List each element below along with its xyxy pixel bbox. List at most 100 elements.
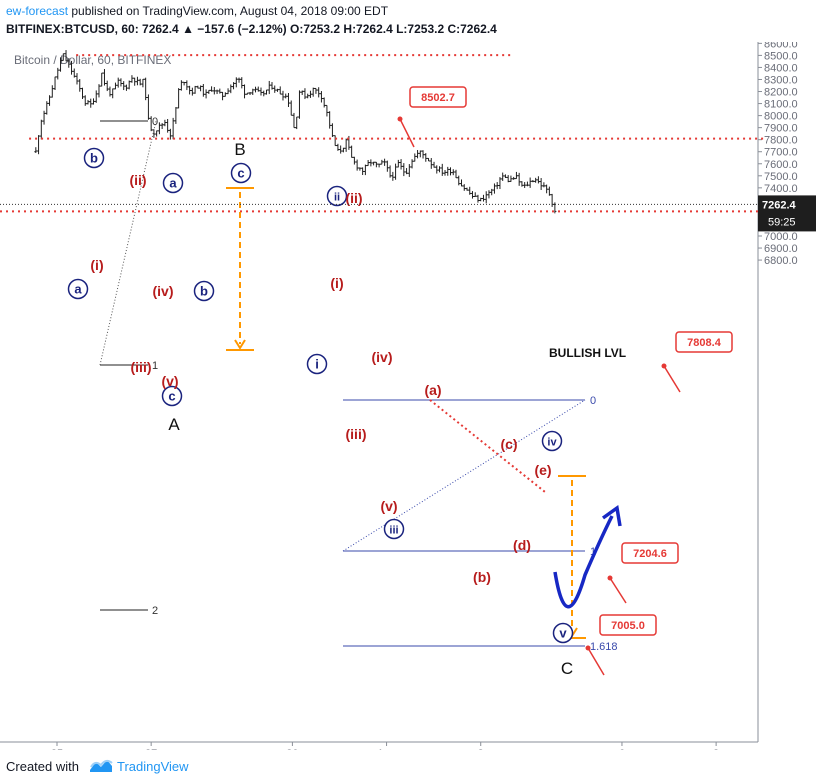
- wave-circle: [383, 518, 405, 540]
- level-callout-dot: [397, 116, 403, 122]
- level-callout-box[interactable]: [409, 86, 467, 108]
- wave-circle: [162, 172, 184, 194]
- symbol-info: BITFINEX:BTCUSD, 60: 7262.4 ▲ −157.6 (−2…: [6, 22, 497, 36]
- price-change: 7262.4 ▲ −157.6 (−2.12%): [142, 22, 287, 36]
- wave-circle-label: iii: [389, 525, 398, 537]
- wave-label-red: (iii): [346, 426, 367, 442]
- wave-label-red: (e): [534, 462, 551, 478]
- y-tick-label: 8000.0: [764, 111, 798, 123]
- chart-title: Bitcoin / Dollar, 60, BITFINEX: [14, 53, 171, 67]
- wave-label-A: A: [168, 415, 180, 434]
- y-tick-label: 7600.0: [764, 159, 798, 171]
- y-tick-label: 6800.0: [764, 255, 798, 267]
- wave-circle-label: b: [200, 284, 208, 299]
- y-tick-label: 8600.0: [764, 42, 798, 50]
- level-callout-dot: [661, 363, 667, 369]
- y-tick-label: 7400.0: [764, 183, 798, 195]
- wave-circle-label: c: [237, 166, 244, 181]
- tradingview-brand[interactable]: TradingView: [117, 759, 189, 774]
- level-callout-pointer: [587, 647, 605, 676]
- wave-circle: [541, 430, 563, 452]
- tradingview-logo-icon: [90, 759, 113, 772]
- wave-label-red: (ii): [129, 172, 146, 188]
- wave-circle: [306, 353, 328, 375]
- author-link[interactable]: ew-forecast: [6, 4, 69, 18]
- wave-label-red: (c): [500, 436, 517, 452]
- wave-circle-label: c: [168, 389, 175, 404]
- fib-trend-line: [342, 399, 586, 552]
- footer: Created with TradingView: [0, 750, 816, 783]
- y-tick-label: 7700.0: [764, 147, 798, 159]
- fib-level-label: 1: [590, 546, 596, 558]
- level-callout-label: 7005.0: [611, 620, 645, 632]
- fib-level-label: 0: [152, 116, 158, 128]
- wave-circle-label: a: [74, 282, 82, 297]
- created-with-label: Created with: [6, 759, 79, 774]
- y-tick-label: 7500.0: [764, 171, 798, 183]
- projected-path: [553, 515, 614, 609]
- y-tick-label: 7900.0: [764, 123, 798, 135]
- y-tick-label: 8100.0: [764, 99, 798, 111]
- y-tick-label: 8400.0: [764, 62, 798, 74]
- wave-label-red: (ii): [345, 190, 362, 206]
- fib-level-label: 1.618: [590, 641, 618, 653]
- level-callout-pointer: [663, 365, 681, 393]
- wave-label-red: (b): [473, 569, 491, 585]
- projected-arrow-head-icon: [601, 504, 622, 527]
- level-callout-box[interactable]: [675, 331, 733, 353]
- wave-circle: [326, 185, 348, 207]
- wave-label-red: (d): [513, 537, 531, 553]
- level-callout-box[interactable]: [621, 542, 679, 564]
- level-callout-box[interactable]: [599, 614, 657, 636]
- level-callout-pointer: [609, 577, 627, 604]
- chart-header: ew-forecast published on TradingView.com…: [0, 0, 816, 42]
- fib-level-label: 1: [152, 360, 158, 372]
- plot-area[interactable]: [0, 42, 758, 742]
- level-callout-dot: [607, 575, 613, 581]
- wave-circle-label: v: [559, 626, 567, 641]
- wave-label-red: (v): [161, 373, 178, 389]
- fib-level-label: 2: [152, 605, 158, 617]
- ohlc-values: O:7253.2 H:7262.4 L:7253.2 C:7262.4: [290, 22, 497, 36]
- wave-circle: [67, 278, 89, 300]
- level-callout-dot: [585, 645, 591, 651]
- fib-level-label: 0: [590, 395, 596, 407]
- wave-circle: [193, 280, 215, 302]
- x-tick-label: 6: [619, 748, 625, 750]
- y-tick-label: 8300.0: [764, 74, 798, 86]
- wave-label-red: (i): [330, 275, 343, 291]
- measure-arrow-head-icon: [234, 339, 246, 350]
- x-tick-label: 27: [145, 748, 157, 750]
- wave-circle-label: ii: [334, 192, 340, 204]
- wave-label-red: (a): [424, 382, 441, 398]
- last-price-badge[interactable]: [758, 195, 816, 232]
- wave-label-red: (i): [90, 257, 103, 273]
- publish-info: ew-forecast published on TradingView.com…: [6, 4, 388, 18]
- wave-circle-label: a: [169, 176, 177, 191]
- y-tick-label: 7000.0: [764, 231, 798, 243]
- wave-label-red: (iii): [131, 359, 152, 375]
- x-tick-label: 8: [713, 748, 719, 750]
- y-tick-label: 8200.0: [764, 87, 798, 99]
- wave-label-B: B: [234, 140, 245, 159]
- y-tick-label: 8500.0: [764, 50, 798, 62]
- wave-circle: [230, 162, 252, 184]
- y-tick-label: 6900.0: [764, 243, 798, 255]
- level-callout-pointer: [399, 118, 415, 148]
- price-chart[interactable]: Bitcoin / Dollar, 60, BITFINEX8700.08600…: [0, 42, 816, 750]
- x-tick-label: 3: [478, 748, 484, 750]
- wave-circle: [161, 385, 183, 407]
- last-price-label: 7262.4: [762, 199, 797, 211]
- bar-countdown-label: 59:25: [768, 216, 796, 228]
- wave-label-red: (v): [380, 498, 397, 514]
- published-text: published on TradingView.com, August 04,…: [68, 4, 389, 18]
- level-callout-label: 8502.7: [421, 92, 455, 104]
- bullish-level-label: BULLISH LVL: [549, 346, 626, 360]
- x-tick-label: 30: [286, 748, 298, 750]
- level-callout-label: 7808.4: [687, 337, 722, 349]
- wave-label-red: (iv): [372, 349, 393, 365]
- symbol-label: BITFINEX:BTCUSD, 60: [6, 22, 135, 36]
- wave-label-red: (iv): [153, 283, 174, 299]
- y-tick-label: 7800.0: [764, 135, 798, 147]
- wave-circle: [552, 622, 574, 644]
